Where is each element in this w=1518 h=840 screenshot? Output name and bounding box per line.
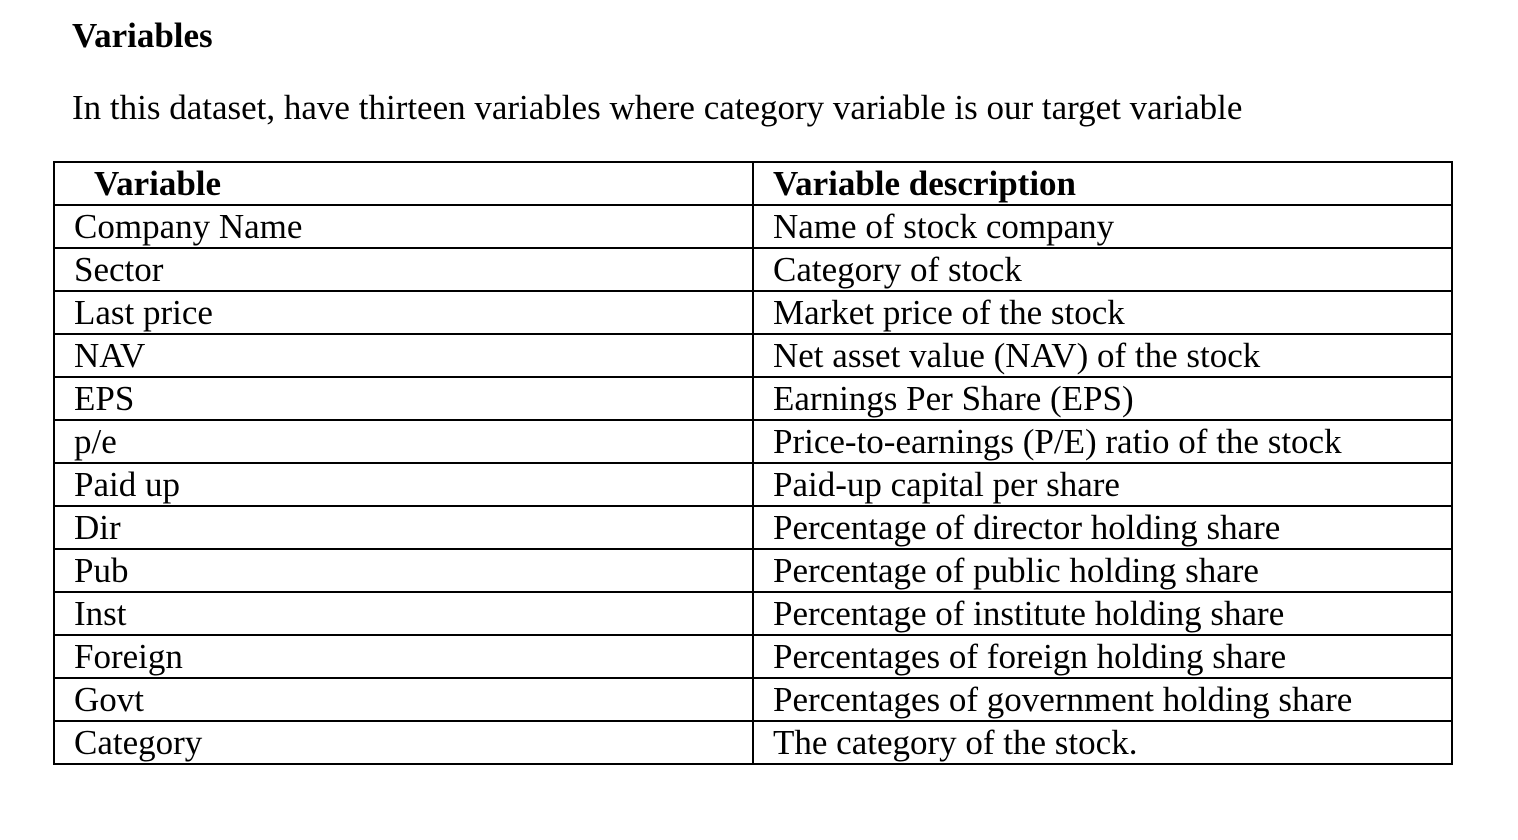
table-row: Last price Market price of the stock — [53, 290, 1453, 335]
description-cell: Name of stock company — [752, 204, 1453, 249]
header-variable-description: Variable description — [752, 161, 1453, 206]
table-row: Sector Category of stock — [53, 247, 1453, 292]
table-row: Paid up Paid-up capital per share — [53, 462, 1453, 507]
variable-cell: p/e — [53, 419, 754, 464]
variables-table: Variable Variable description Company Na… — [53, 161, 1453, 765]
header-variable: Variable — [53, 161, 754, 206]
variable-cell: Sector — [53, 247, 754, 292]
table-header-row: Variable Variable description — [53, 161, 1453, 206]
table-row: p/e Price-to-earnings (P/E) ratio of the… — [53, 419, 1453, 464]
variable-cell: Foreign — [53, 634, 754, 679]
variable-cell: Last price — [53, 290, 754, 335]
description-cell: Paid-up capital per share — [752, 462, 1453, 507]
table-row: EPS Earnings Per Share (EPS) — [53, 376, 1453, 421]
description-cell: Percentage of director holding share — [752, 505, 1453, 550]
description-cell: Category of stock — [752, 247, 1453, 292]
table-row: Dir Percentage of director holding share — [53, 505, 1453, 550]
variable-cell: Paid up — [53, 462, 754, 507]
description-cell: Earnings Per Share (EPS) — [752, 376, 1453, 421]
description-cell: Price-to-earnings (P/E) ratio of the sto… — [752, 419, 1453, 464]
table-row: Foreign Percentages of foreign holding s… — [53, 634, 1453, 679]
description-cell: Percentage of public holding share — [752, 548, 1453, 593]
description-cell: Percentage of institute holding share — [752, 591, 1453, 636]
section-heading: Variables — [72, 16, 213, 55]
description-cell: The category of the stock. — [752, 720, 1453, 765]
variable-cell: NAV — [53, 333, 754, 378]
variable-cell: EPS — [53, 376, 754, 421]
description-cell: Market price of the stock — [752, 290, 1453, 335]
intro-paragraph: In this dataset, have thirteen variables… — [72, 88, 1243, 127]
table-row: Pub Percentage of public holding share — [53, 548, 1453, 593]
variable-cell: Govt — [53, 677, 754, 722]
variable-cell: Pub — [53, 548, 754, 593]
description-cell: Percentages of foreign holding share — [752, 634, 1453, 679]
variable-cell: Inst — [53, 591, 754, 636]
table-row: Category The category of the stock. — [53, 720, 1453, 765]
variable-cell: Dir — [53, 505, 754, 550]
description-cell: Net asset value (NAV) of the stock — [752, 333, 1453, 378]
variable-cell: Company Name — [53, 204, 754, 249]
table-row: Inst Percentage of institute holding sha… — [53, 591, 1453, 636]
variable-cell: Category — [53, 720, 754, 765]
table-row: Company Name Name of stock company — [53, 204, 1453, 249]
table-row: Govt Percentages of government holding s… — [53, 677, 1453, 722]
description-cell: Percentages of government holding share — [752, 677, 1453, 722]
table-row: NAV Net asset value (NAV) of the stock — [53, 333, 1453, 378]
